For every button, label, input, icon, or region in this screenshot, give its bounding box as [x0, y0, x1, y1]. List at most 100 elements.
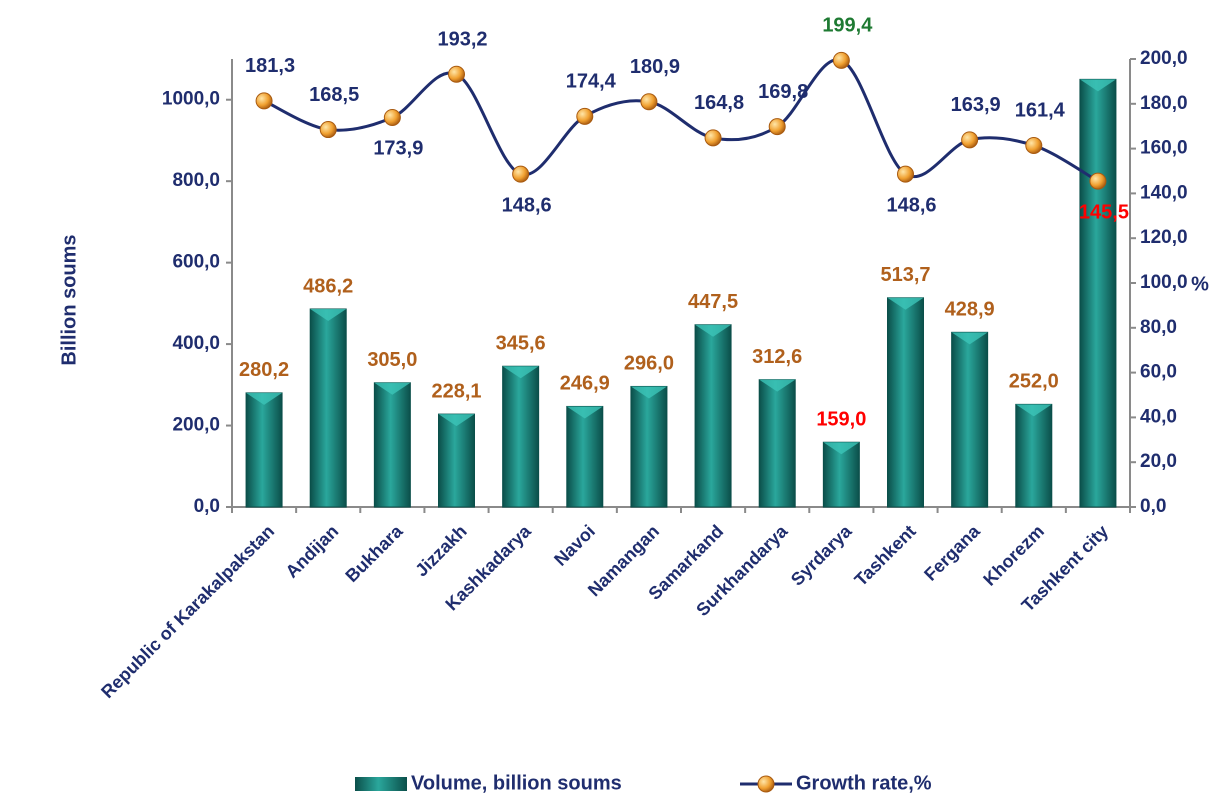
y2-tick-label: 20,0 [1140, 451, 1177, 472]
bar-cap [951, 332, 988, 345]
bar-value-label: 228,1 [431, 380, 481, 402]
growth-marker [255, 92, 273, 110]
bar [1079, 78, 1117, 508]
bar [887, 297, 924, 508]
growth-marker [383, 108, 401, 126]
bar-value-label: 252,0 [1009, 371, 1059, 393]
bar-value-label: 345,6 [496, 333, 546, 355]
growth-marker [576, 107, 594, 125]
line-value-label: 161,4 [1015, 100, 1066, 122]
y2-tick-label: 200,0 [1140, 48, 1188, 69]
growth-marker [1089, 172, 1107, 190]
bar-value-label: 428,9 [945, 299, 995, 321]
line-value-label: 168,5 [309, 84, 359, 106]
growth-marker [1025, 136, 1043, 154]
x-tick-label: Jizzakh [411, 521, 470, 580]
y2-tick-label: 180,0 [1140, 93, 1188, 114]
y-tick-label: 0,0 [194, 496, 220, 517]
line-value-label: 145,5 [1079, 201, 1129, 223]
y2-tick-label: 100,0 [1140, 272, 1188, 293]
bar-cap [695, 324, 732, 337]
line-value-label: 199,4 [822, 15, 873, 37]
y-axis-title: Billion soums [58, 234, 80, 365]
growth-marker [961, 131, 979, 149]
bar-cap [887, 297, 924, 310]
x-tick-label: Syrdarya [787, 520, 856, 589]
x-tick-label: Tashkent [851, 521, 920, 590]
bar-value-label: 513,7 [880, 264, 930, 286]
bar-value-label: 246,9 [560, 373, 610, 395]
x-tick-label: Navoi [550, 521, 599, 570]
line-value-label: 173,9 [373, 138, 423, 160]
bar [438, 413, 475, 508]
bar-value-label: 296,0 [624, 353, 674, 375]
y2-tick-label: 80,0 [1140, 317, 1177, 338]
growth-marker [512, 165, 530, 183]
bar [630, 385, 668, 508]
y-tick-label: 200,0 [172, 415, 220, 436]
growth-marker [704, 129, 722, 147]
bar [373, 382, 411, 508]
x-tick-label: Khorezm [979, 521, 1048, 590]
bar-cap [502, 366, 539, 379]
y-tick-label: 1000,0 [162, 89, 220, 110]
bar [566, 405, 604, 508]
x-tick-label: Fergana [920, 520, 984, 584]
y-tick-label: 600,0 [172, 252, 220, 273]
line-value-label: 169,8 [758, 81, 808, 103]
bar-value-label: 280,2 [239, 359, 289, 381]
bar-cap [566, 406, 603, 419]
bar [502, 365, 540, 508]
bar-value-label: 486,2 [303, 275, 353, 297]
line-value-label: 180,9 [630, 56, 680, 78]
line-value-label: 181,3 [245, 55, 295, 77]
bar-cap [759, 379, 796, 392]
line-value-label: 164,8 [694, 92, 744, 114]
bar-cap [310, 308, 347, 321]
bar-value-label: 312,6 [752, 346, 802, 368]
y2-tick-label: 0,0 [1140, 496, 1166, 517]
y2-tick-label: 160,0 [1140, 138, 1188, 159]
bar-cap [438, 414, 475, 427]
bar-cap [1079, 79, 1116, 92]
growth-line [263, 58, 1099, 183]
bar-cap [1015, 404, 1052, 417]
growth-marker [319, 121, 337, 139]
y2-tick-label: 60,0 [1140, 362, 1177, 383]
y2-tick-label: 40,0 [1140, 406, 1177, 427]
line-value-label: 174,4 [566, 71, 617, 93]
legend-label: Volume, billion soums [411, 772, 622, 794]
growth-marker [448, 65, 465, 83]
y2-tick-label: 120,0 [1140, 227, 1188, 248]
x-tick-label: Republic of Karakalpakstan [97, 521, 278, 702]
bar-value-label: 305,0 [367, 349, 417, 371]
bar [1015, 403, 1053, 508]
legend-swatch [355, 777, 407, 791]
bar-cap [246, 392, 283, 405]
bar-value-label: 159,0 [816, 409, 866, 431]
x-tick-label: Andijan [282, 521, 343, 582]
line-value-label: 193,2 [437, 29, 487, 51]
line-value-label: 148,6 [886, 194, 936, 216]
growth-marker [768, 118, 786, 136]
bar [758, 379, 796, 508]
bar [245, 392, 283, 508]
legend-marker [757, 775, 775, 793]
bar [694, 324, 732, 508]
growth-marker [897, 165, 914, 183]
bar [951, 331, 989, 508]
legend-label: Growth rate,% [796, 772, 932, 794]
y2-axis-title: % [1191, 273, 1209, 295]
y2-tick-label: 140,0 [1140, 182, 1188, 203]
bar [309, 308, 347, 508]
line-value-label: 163,9 [951, 94, 1001, 116]
y-tick-label: 800,0 [172, 170, 220, 191]
bar-cap [374, 382, 411, 395]
y-tick-label: 400,0 [172, 333, 220, 354]
bar-value-label: 447,5 [688, 291, 738, 313]
bar-cap [823, 442, 860, 455]
bar-cap [630, 386, 667, 399]
growth-marker [832, 51, 850, 69]
line-value-label: 148,6 [502, 194, 552, 216]
